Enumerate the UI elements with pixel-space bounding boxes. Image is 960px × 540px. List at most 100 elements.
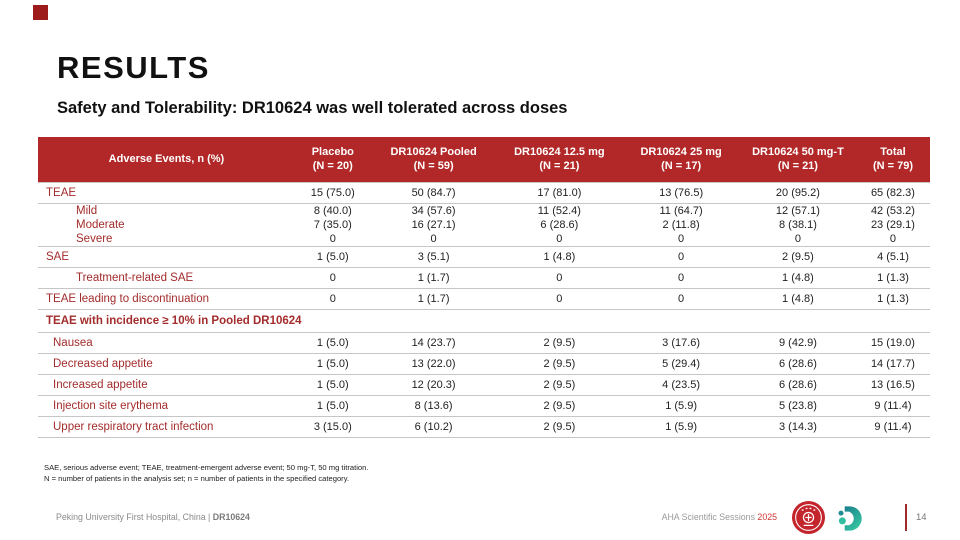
cell-value: 12 (57.1) [775, 204, 820, 217]
row-label: Injection site erythema [53, 399, 169, 412]
column-header: DR10624 25 mg (N = 17) [622, 137, 740, 182]
cell-value: 0 [678, 271, 685, 284]
footer-affiliation-text: Peking University First Hospital, China … [56, 512, 213, 522]
cell-value: 1 (4.8) [543, 250, 576, 263]
cell-value: 0 [430, 232, 437, 245]
cell-value: 1 (1.3) [877, 292, 909, 305]
cell-value: 20 (95.2) [775, 186, 820, 199]
footer-affiliation: Peking University First Hospital, China … [56, 512, 250, 522]
cell-value: 3 (15.0) [313, 420, 352, 433]
section-header-label: TEAE with incidence ≥ 10% in Pooled DR10… [46, 314, 302, 327]
row-label: Mild [76, 204, 98, 217]
cell-value: 0 [329, 292, 336, 305]
cell-value: 2 (11.8) [662, 218, 700, 231]
row-label: TEAE [46, 186, 77, 199]
cell-value: 9 (11.4) [874, 399, 912, 412]
table-header: Adverse Events, n (%) Placebo (N = 20) DR10… [38, 137, 930, 182]
cell-value: 7 (35.0) [313, 218, 352, 231]
cell-value: 1 (5.0) [316, 250, 349, 263]
cell-value: 0 [329, 271, 336, 284]
table-row: SAE 1 (5.0) 3 (5.1) 1 (4.8) 0 2 (9.5) 4 (5.1) [38, 246, 930, 267]
cell-value: 6 (28.6) [778, 357, 817, 370]
column-header: DR10624 50 mg-T (N = 21) [739, 137, 856, 182]
table-row: Increased appetite 1 (5.0) 12 (20.3) 2 (9.5… [38, 374, 930, 395]
row-label: Treatment-related SAE [76, 271, 194, 284]
footnote-line-2: N = number of patients in the analysis s… [44, 474, 350, 483]
cell-value: 0 [678, 250, 685, 263]
cell-value: 0 [678, 232, 685, 245]
table-row: Upper respiratory tract infection 3 (15.0… [38, 416, 930, 437]
adverse-events-table: Adverse Events, n (%) Placebo (N = 20) DR10… [38, 137, 930, 438]
cell-value: 11 (52.4) [537, 204, 581, 217]
cell-value: 2 (9.5) [543, 399, 576, 412]
adverse-events-table-wrap: Adverse Events, n (%) Placebo (N = 20) DR10… [38, 137, 930, 438]
cell-value: 3 (14.3) [778, 420, 817, 433]
row-label: Moderate [76, 218, 125, 231]
cell-value: 16 (27.1) [411, 218, 456, 231]
hospital-seal-logo [791, 500, 826, 534]
cell-value: 2 (9.5) [782, 250, 814, 263]
table-row: Decreased appetite 1 (5.0) 13 (22.0) 2 (9.5… [38, 353, 930, 374]
cell-value: 13 (16.5) [870, 378, 915, 391]
cell-value: 1 (5.9) [665, 420, 697, 433]
cell-value: 1 (1.7) [417, 292, 450, 305]
cell-value: 1 (1.7) [417, 271, 450, 284]
cell-value: 1 (1.3) [877, 271, 909, 284]
row-label: Nausea [53, 336, 93, 349]
cell-value: 34 (57.6) [411, 204, 456, 217]
conference-label: AHA Scientific Sessions 2025 [662, 512, 777, 522]
cell-value: 65 (82.3) [870, 186, 915, 199]
cell-value: 13 (22.0) [411, 357, 456, 370]
table-body: TEAE 15 (75.0) 50 (84.7) 17 (81.0) 13 (76.5)… [38, 182, 930, 437]
cell-value: 1 (5.0) [316, 336, 349, 349]
cell-value: 0 [556, 271, 563, 284]
table-header-row: Adverse Events, n (%) Placebo (N = 20) DR10… [38, 137, 930, 182]
cell-value: 6 (28.6) [540, 218, 579, 231]
cell-value: 17 (81.0) [537, 186, 582, 199]
cell-value: 4 (5.1) [877, 250, 909, 263]
cell-value: 12 (20.3) [411, 378, 456, 391]
cell-value: 0 [678, 292, 685, 305]
cell-value: 14 (17.7) [870, 357, 915, 370]
row-label: Severe [76, 232, 113, 245]
table-row: TEAE leading to discontinuation 0 1 (1.7) 0… [38, 288, 930, 309]
row-label: Decreased appetite [53, 357, 153, 370]
cell-value: 2 (9.5) [543, 378, 576, 391]
cell-value: 42 (53.2) [870, 204, 915, 217]
cell-value: 1 (5.0) [316, 399, 349, 412]
column-header: Placebo (N = 20) [294, 137, 371, 182]
cell-value: 3 (17.6) [662, 336, 701, 349]
page-number: 14 [916, 511, 927, 523]
cell-value: 5 (23.8) [778, 399, 817, 412]
slide-subtitle: Safety and Tolerability: DR10624 was wel… [57, 99, 568, 117]
cell-value: 8 (38.1) [778, 218, 817, 231]
table-row: Treatment-related SAE 0 1 (1.7) 0 0 1 (4.8) 1 … [38, 267, 930, 288]
cell-value: 1 (5.9) [665, 399, 697, 412]
footnote-line-1: SAE, serious adverse event; TEAE, treatm… [44, 463, 369, 472]
cell-value: 2 (9.5) [543, 357, 576, 370]
table-row: TEAE 15 (75.0) 50 (84.7) 17 (81.0) 13 (76.5)… [38, 182, 930, 203]
row-label: Upper respiratory tract infection [53, 420, 214, 433]
cell-value: 4 (23.5) [662, 378, 701, 391]
footnotes: SAE, serious adverse event; TEAE, treatm… [44, 462, 368, 484]
cell-value: 9 (11.4) [874, 420, 912, 433]
table-row: Nausea 1 (5.0) 14 (23.7) 2 (9.5) 3 (17.6) 9 (… [38, 332, 930, 353]
conference-name: AHA Scientific Sessions [661, 512, 758, 522]
column-header: DR10624 Pooled (N = 59) [370, 137, 497, 182]
cell-value: 0 [556, 232, 563, 245]
cell-value: 3 (5.1) [417, 250, 450, 263]
cell-value: 15 (19.0) [870, 336, 915, 349]
cell-value: 6 (10.2) [414, 420, 453, 433]
cell-value: 0 [556, 292, 563, 305]
cell-value: 15 (75.0) [310, 186, 355, 199]
cell-value: 23 (29.1) [870, 218, 915, 231]
company-logo [838, 505, 862, 531]
cell-value: 50 (84.7) [411, 186, 456, 199]
cell-value: 0 [794, 232, 801, 245]
conference-year: 2025 [757, 512, 777, 522]
cell-value: 2 (9.5) [543, 336, 576, 349]
column-header: Total (N = 79) [855, 137, 930, 182]
cell-value: 13 (76.5) [659, 186, 704, 199]
column-header: DR10624 12.5 mg (N = 21) [496, 137, 623, 182]
cell-value: 0 [889, 232, 897, 245]
